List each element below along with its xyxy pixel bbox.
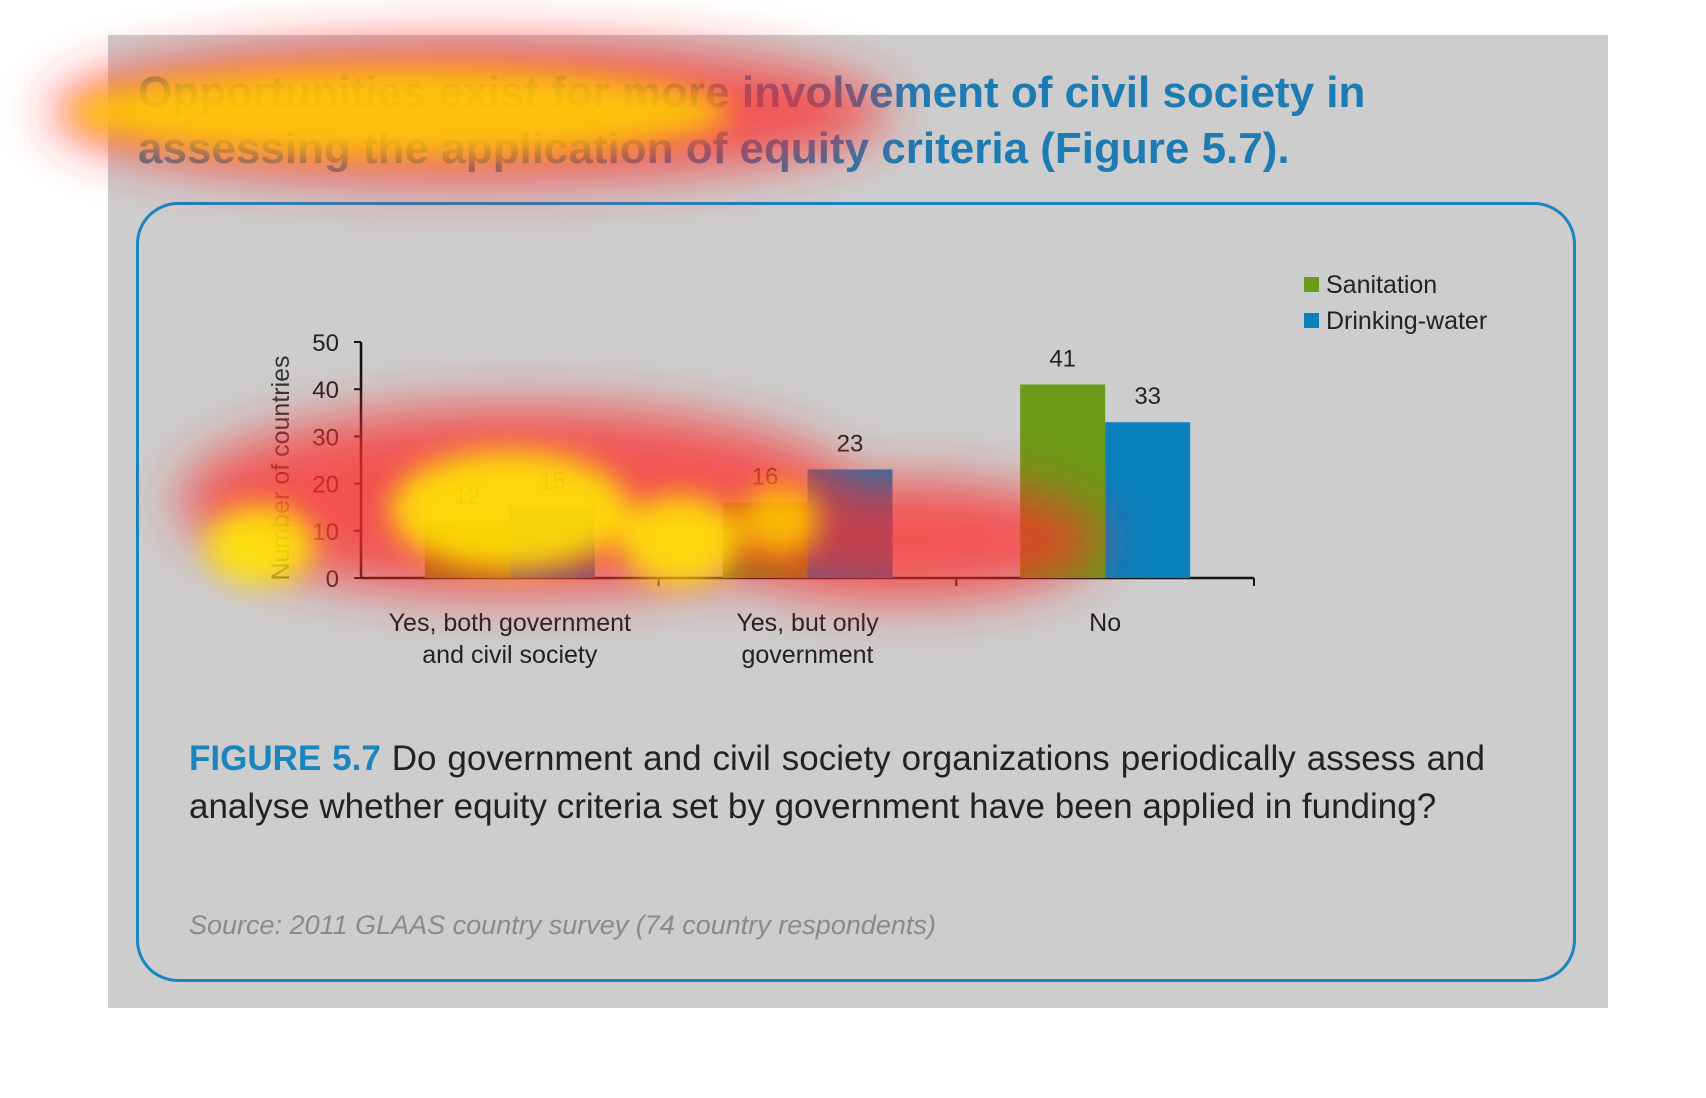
- bar-drinking-water: [509, 507, 595, 578]
- bar-sanitation: [424, 521, 510, 578]
- figure-panel: Opportunities exist for more involvement…: [108, 35, 1608, 1008]
- headline: Opportunities exist for more involvement…: [138, 68, 1366, 173]
- legend-label: Sanitation: [1326, 271, 1437, 299]
- x-category-label: government: [741, 641, 873, 669]
- y-axis-label: Number of countries: [267, 355, 295, 580]
- y-tick-label: 50: [312, 330, 339, 357]
- legend-label: Drinking-water: [1326, 307, 1487, 335]
- y-tick-label: 0: [326, 566, 339, 593]
- y-tick-label: 10: [312, 519, 339, 546]
- bar-sanitation: [722, 502, 808, 578]
- y-tick-label: 20: [312, 472, 339, 499]
- data-label: 33: [1134, 383, 1161, 410]
- bar-chart: 0 10 20 30 40 50 Number of countries 12 15 Yes, b…: [267, 271, 1487, 669]
- y-tick-label: 30: [312, 424, 339, 451]
- x-category-label: Yes, both government: [389, 609, 631, 637]
- bar-drinking-water: [1105, 422, 1191, 578]
- data-label: 23: [837, 430, 864, 457]
- figure-caption: FIGURE 5.7 Do government and civil socie…: [189, 735, 1485, 831]
- data-label: 16: [752, 463, 779, 490]
- legend-swatch: [1304, 277, 1319, 292]
- figure-label: FIGURE 5.7: [189, 739, 381, 778]
- x-category-label: No: [1089, 609, 1121, 637]
- x-category-label: and civil society: [422, 641, 598, 669]
- data-label: 15: [539, 468, 566, 495]
- bar-drinking-water: [807, 469, 893, 578]
- data-label: 41: [1049, 345, 1076, 372]
- x-category-label: Yes, but only: [736, 609, 879, 637]
- figure-caption-text: Do government and civil society organiza…: [189, 739, 1485, 826]
- figure-card: 0 10 20 30 40 50 Number of countries 12 15 Yes, b…: [136, 202, 1576, 982]
- data-label: 12: [454, 482, 481, 509]
- bar-sanitation: [1020, 384, 1106, 578]
- legend-swatch: [1304, 313, 1319, 328]
- source-note: Source: 2011 GLAAS country survey (74 co…: [189, 910, 936, 940]
- y-tick-label: 40: [312, 377, 339, 404]
